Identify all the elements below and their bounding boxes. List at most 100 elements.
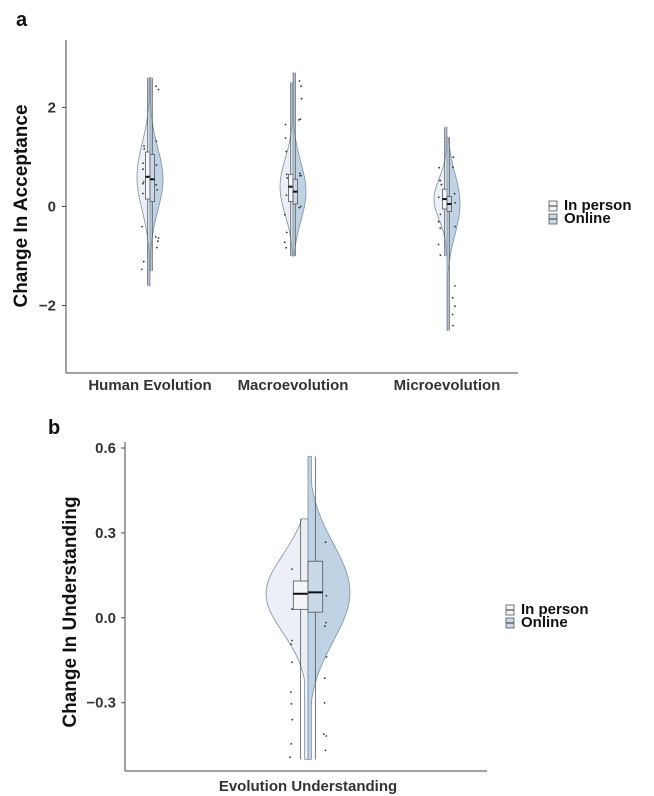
panel-a-chart: −2 0 2 Change In Acceptance Human Evolutio… <box>11 40 632 394</box>
data-point <box>290 703 293 705</box>
legend-label: In person <box>564 197 632 214</box>
data-point <box>298 119 300 121</box>
panel-b-letter: b <box>48 417 60 439</box>
data-point <box>142 181 145 183</box>
category-label: Evolution Understanding <box>219 778 397 795</box>
data-point <box>452 324 454 327</box>
data-point <box>291 718 294 721</box>
data-point <box>285 150 288 153</box>
data-point <box>140 268 143 271</box>
data-point <box>323 625 326 628</box>
data-point <box>451 296 454 299</box>
data-point <box>451 313 454 316</box>
data-point <box>323 733 325 736</box>
data-point <box>300 97 303 100</box>
data-point <box>299 118 302 120</box>
panel-a-letter: a <box>16 9 28 31</box>
data-point <box>439 254 442 256</box>
category-label: Microevolution <box>394 377 501 394</box>
data-point <box>439 213 442 216</box>
data-point <box>143 145 145 147</box>
panel-a-y-axis-title: Change In Acceptance <box>11 104 32 307</box>
data-point <box>141 225 144 228</box>
panel-b-y-axis-title: Change In Understanding <box>60 496 81 727</box>
data-point <box>142 260 145 263</box>
box-online <box>307 560 324 613</box>
violin-group <box>433 126 461 331</box>
data-point <box>439 179 441 182</box>
data-point <box>324 749 327 752</box>
data-point <box>300 174 302 177</box>
data-point <box>299 172 301 175</box>
data-point <box>291 639 293 642</box>
data-point <box>291 661 293 664</box>
violin-group <box>136 77 164 287</box>
data-point <box>157 240 159 243</box>
data-point <box>157 237 160 239</box>
data-point <box>290 743 293 745</box>
data-point <box>156 246 158 249</box>
data-point <box>284 137 287 139</box>
data-point <box>285 194 288 197</box>
data-point <box>325 735 328 737</box>
data-point <box>142 168 144 171</box>
data-point <box>286 177 289 179</box>
data-point <box>454 201 457 204</box>
y-tick-label: 0 <box>48 199 56 216</box>
box-online <box>149 154 155 202</box>
data-point <box>440 183 443 186</box>
y-tick-label: 0.6 <box>95 440 116 457</box>
data-point <box>300 85 302 88</box>
data-point <box>290 643 292 646</box>
legend-label: In person <box>521 601 589 618</box>
y-tick-label: 2 <box>48 99 56 116</box>
data-point <box>143 148 146 150</box>
data-point <box>142 162 145 165</box>
panel-b-chart: −0.3 0.0 0.3 0.6 Change In Understanding Ev… <box>60 440 589 795</box>
data-point <box>285 246 288 249</box>
data-point <box>438 166 441 169</box>
legend-label: Online <box>564 210 611 227</box>
data-point <box>452 166 454 169</box>
violin-group <box>279 72 307 257</box>
violin-in-person <box>265 518 309 760</box>
data-point <box>289 756 291 759</box>
data-point <box>454 305 456 308</box>
data-point <box>323 702 326 704</box>
data-point <box>437 243 440 246</box>
violin-online <box>446 136 461 331</box>
data-point <box>156 189 159 191</box>
data-point <box>453 192 456 195</box>
data-point <box>452 156 455 159</box>
data-point <box>299 205 302 208</box>
y-tick-label: 0.0 <box>95 610 116 627</box>
violin-online <box>292 72 307 257</box>
box-in-person <box>145 151 151 200</box>
y-tick-label: −0.3 <box>86 695 116 712</box>
data-point <box>142 192 144 195</box>
data-point <box>155 164 158 167</box>
data-point <box>437 220 440 223</box>
data-point <box>325 656 328 658</box>
box-in-person <box>288 173 294 202</box>
data-point <box>285 173 288 176</box>
data-point <box>325 621 327 624</box>
data-point <box>289 691 292 693</box>
violin-in-person <box>279 82 294 257</box>
data-point <box>157 88 160 91</box>
data-point <box>437 196 440 199</box>
category-label: Human Evolution <box>88 377 211 394</box>
data-point <box>298 206 301 209</box>
data-point <box>284 123 287 126</box>
y-tick-label: 0.3 <box>95 525 116 542</box>
data-point <box>283 213 286 216</box>
violin-group <box>265 456 351 760</box>
legend-label: Online <box>521 614 568 631</box>
data-point <box>454 285 456 287</box>
data-point <box>155 140 158 143</box>
data-point <box>324 541 327 544</box>
data-point <box>454 225 456 228</box>
data-point <box>285 231 288 234</box>
data-point <box>291 568 293 570</box>
